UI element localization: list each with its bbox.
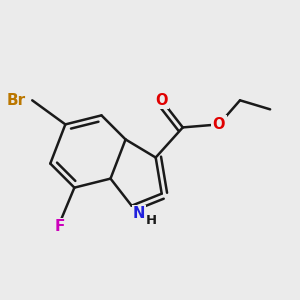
Text: Br: Br — [7, 93, 26, 108]
Text: F: F — [54, 219, 64, 234]
Text: N: N — [133, 206, 145, 221]
Text: O: O — [213, 117, 225, 132]
Text: H: H — [146, 214, 157, 227]
Text: O: O — [155, 93, 168, 108]
